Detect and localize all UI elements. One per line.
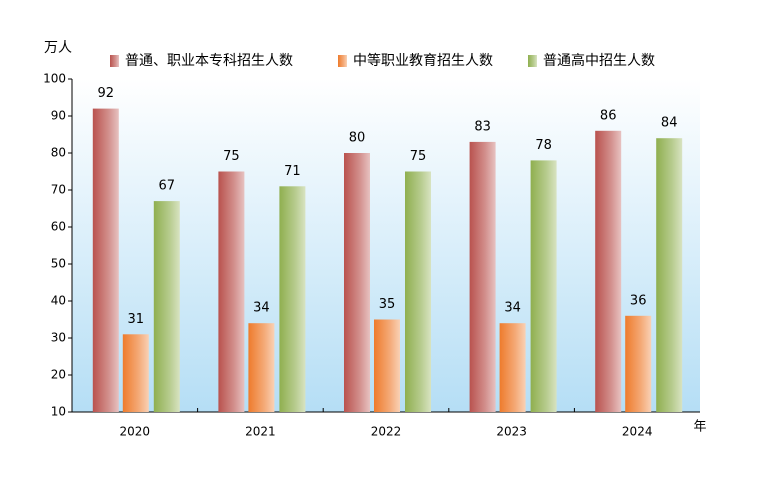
y-tick-label: 10 xyxy=(51,405,66,419)
bar xyxy=(530,160,557,412)
data-label: 86 xyxy=(600,108,617,123)
bar xyxy=(279,186,306,412)
legend-swatch xyxy=(338,55,347,67)
data-label: 34 xyxy=(504,301,521,316)
data-label: 75 xyxy=(410,149,427,164)
data-label: 83 xyxy=(474,119,491,134)
y-tick-label: 40 xyxy=(51,294,66,308)
y-tick-label: 80 xyxy=(51,146,66,160)
data-label: 31 xyxy=(128,312,145,327)
bar xyxy=(344,153,370,412)
data-label: 34 xyxy=(253,301,270,316)
legend-label: 普通、职业本专科招生人数 xyxy=(125,53,293,69)
x-tick-label: 2020 xyxy=(120,425,151,439)
data-label: 35 xyxy=(379,297,396,312)
bar xyxy=(656,138,683,412)
data-label: 67 xyxy=(159,179,176,194)
legend-swatch xyxy=(528,55,537,67)
data-label: 36 xyxy=(630,293,647,308)
x-tick-label: 2022 xyxy=(371,425,402,439)
data-label: 84 xyxy=(661,116,678,131)
y-tick-label: 60 xyxy=(51,220,66,234)
legend-swatch xyxy=(110,55,119,67)
y-tick-label: 50 xyxy=(51,257,66,271)
bar xyxy=(499,323,526,412)
bar xyxy=(92,108,119,412)
data-label: 92 xyxy=(98,86,115,101)
bar xyxy=(469,141,496,412)
legend-label: 普通高中招生人数 xyxy=(543,52,655,69)
data-label: 80 xyxy=(349,131,366,146)
data-label: 71 xyxy=(284,164,301,179)
bar xyxy=(625,315,652,412)
y-axis-label: 万人 xyxy=(44,40,72,56)
bar xyxy=(405,171,431,412)
bar xyxy=(595,130,622,413)
y-tick-label: 20 xyxy=(51,368,66,382)
data-label: 78 xyxy=(535,138,552,153)
legend-label: 中等职业教育招生人数 xyxy=(353,52,493,69)
x-tick-label: 2023 xyxy=(496,425,527,439)
bar xyxy=(153,201,180,412)
x-axis-label: 年 xyxy=(693,420,706,435)
x-tick-label: 2024 xyxy=(622,425,653,439)
bar xyxy=(122,334,149,412)
bar xyxy=(248,323,275,412)
bar xyxy=(218,171,245,412)
y-tick-label: 30 xyxy=(51,331,66,345)
y-tick-label: 100 xyxy=(43,72,66,86)
data-label: 75 xyxy=(223,149,240,164)
bar xyxy=(374,319,400,412)
y-tick-label: 90 xyxy=(51,109,66,123)
x-tick-label: 2021 xyxy=(245,425,276,439)
y-tick-label: 70 xyxy=(51,183,66,197)
